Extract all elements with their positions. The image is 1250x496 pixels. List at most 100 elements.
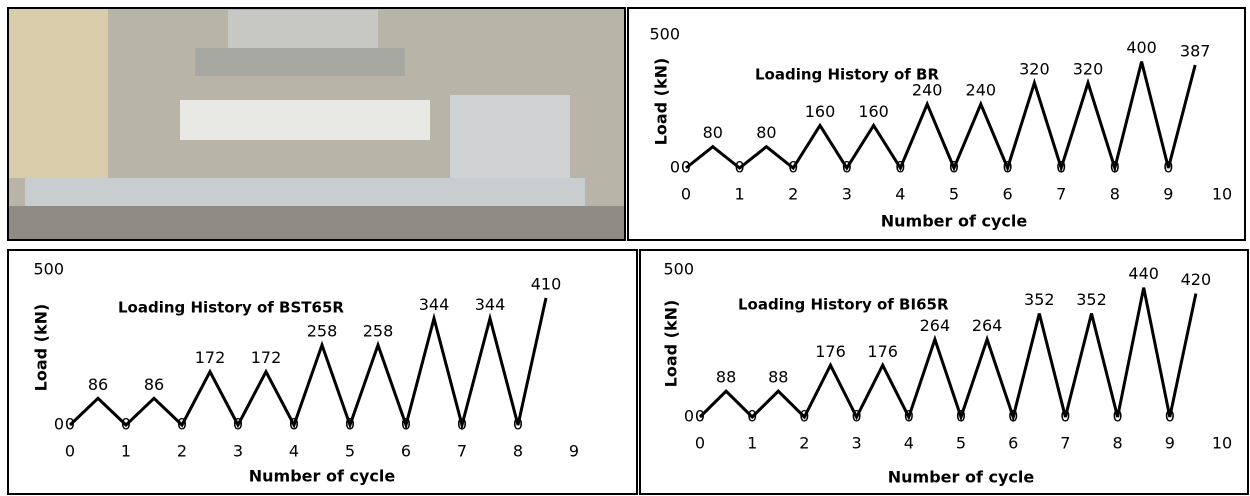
y-tick-label: 500 <box>663 260 694 279</box>
photo-base <box>25 178 585 206</box>
x-axis-label: Number of cycle <box>249 467 396 486</box>
y-tick-label: 0 <box>54 415 64 434</box>
x-tick-label: 2 <box>788 185 798 204</box>
data-label: 0 <box>1165 407 1175 426</box>
data-label: 172 <box>195 348 226 367</box>
x-tick-label: 5 <box>949 185 959 204</box>
panel-border <box>639 249 1249 495</box>
data-label: 0 <box>681 158 691 177</box>
x-tick-label: 4 <box>904 434 914 453</box>
x-tick-label: 8 <box>513 442 523 461</box>
data-label: 0 <box>177 415 187 434</box>
photo <box>7 7 626 241</box>
data-label: 0 <box>121 415 131 434</box>
data-label: 176 <box>867 342 898 361</box>
data-label: 0 <box>1003 158 1013 177</box>
x-tick-label: 7 <box>457 442 467 461</box>
data-line <box>68 297 548 431</box>
data-label: 240 <box>912 81 943 100</box>
x-tick-label: 1 <box>747 434 757 453</box>
x-tick-label: 6 <box>1003 185 1013 204</box>
data-label: 0 <box>1163 158 1173 177</box>
x-tick-label: 4 <box>289 442 299 461</box>
data-label: 0 <box>949 158 959 177</box>
data-label: 400 <box>1126 38 1157 57</box>
data-label: 0 <box>735 158 745 177</box>
data-label: 320 <box>1073 59 1104 78</box>
data-label: 264 <box>972 316 1003 335</box>
panel-border <box>627 7 1246 241</box>
data-label: 440 <box>1128 264 1159 283</box>
data-line <box>685 61 1197 174</box>
data-label: 0 <box>457 415 467 434</box>
data-label: 258 <box>307 322 338 341</box>
panel-border <box>7 249 638 495</box>
data-label: 0 <box>345 415 355 434</box>
x-tick-label: 10 <box>1212 434 1232 453</box>
chart-title: Loading History of BI65R <box>738 296 949 314</box>
x-tick-label: 2 <box>177 442 187 461</box>
data-label: 0 <box>1113 407 1123 426</box>
chart-title: Loading History of BST65R <box>118 299 344 317</box>
data-label: 352 <box>1076 290 1107 309</box>
data-label: 88 <box>768 368 788 387</box>
data-label: 80 <box>703 123 723 142</box>
photo-cabinet <box>8 8 108 178</box>
data-label: 0 <box>895 158 905 177</box>
x-tick-label: 3 <box>233 442 243 461</box>
data-label: 80 <box>756 123 776 142</box>
data-label: 264 <box>920 316 951 335</box>
data-label: 0 <box>289 415 299 434</box>
x-tick-label: 5 <box>345 442 355 461</box>
x-tick-label: 0 <box>695 434 705 453</box>
x-axis-label: Number of cycle <box>888 468 1035 487</box>
x-tick-label: 9 <box>1165 434 1175 453</box>
data-label: 344 <box>475 295 506 314</box>
y-tick-label: 500 <box>33 260 64 279</box>
photo-beam <box>180 100 430 140</box>
photo-border <box>7 7 626 241</box>
data-label: 258 <box>363 322 394 341</box>
x-tick-label: 8 <box>1113 434 1123 453</box>
data-label: 0 <box>1056 158 1066 177</box>
y-tick-label: 0 <box>684 407 694 426</box>
chart-title: Loading History of BR <box>755 66 939 84</box>
x-tick-label: 1 <box>121 442 131 461</box>
data-label: 86 <box>88 375 108 394</box>
y-axis-label: Load (kN) <box>32 304 51 392</box>
x-tick-label: 7 <box>1056 185 1066 204</box>
data-label: 0 <box>852 407 862 426</box>
x-tick-label: 0 <box>681 185 691 204</box>
x-tick-label: 6 <box>401 442 411 461</box>
x-tick-label: 9 <box>1163 185 1173 204</box>
data-label: 320 <box>1019 59 1050 78</box>
data-label: 88 <box>716 368 736 387</box>
data-label: 240 <box>966 81 997 100</box>
x-tick-label: 0 <box>65 442 75 461</box>
data-label: 160 <box>805 102 836 121</box>
x-tick-label: 8 <box>1110 185 1120 204</box>
data-label: 0 <box>1008 407 1018 426</box>
x-tick-label: 10 <box>1212 185 1232 204</box>
data-label: 387 <box>1180 42 1211 61</box>
data-label: 0 <box>1060 407 1070 426</box>
data-label: 160 <box>858 102 889 121</box>
x-tick-label: 1 <box>735 185 745 204</box>
x-tick-label: 3 <box>852 434 862 453</box>
x-axis-label: Number of cycle <box>881 212 1028 231</box>
data-label: 0 <box>842 158 852 177</box>
data-label: 352 <box>1024 290 1055 309</box>
data-label: 0 <box>747 407 757 426</box>
data-label: 0 <box>1110 158 1120 177</box>
y-axis-label: Load (kN) <box>652 58 671 146</box>
y-tick-label: 500 <box>649 25 680 44</box>
x-tick-label: 5 <box>956 434 966 453</box>
photo-controller <box>450 95 570 180</box>
data-label: 0 <box>904 407 914 426</box>
data-label: 420 <box>1181 270 1212 289</box>
y-axis-label: Load (kN) <box>662 300 681 388</box>
data-label: 410 <box>531 274 562 293</box>
data-label: 0 <box>799 407 809 426</box>
data-label: 0 <box>65 415 75 434</box>
